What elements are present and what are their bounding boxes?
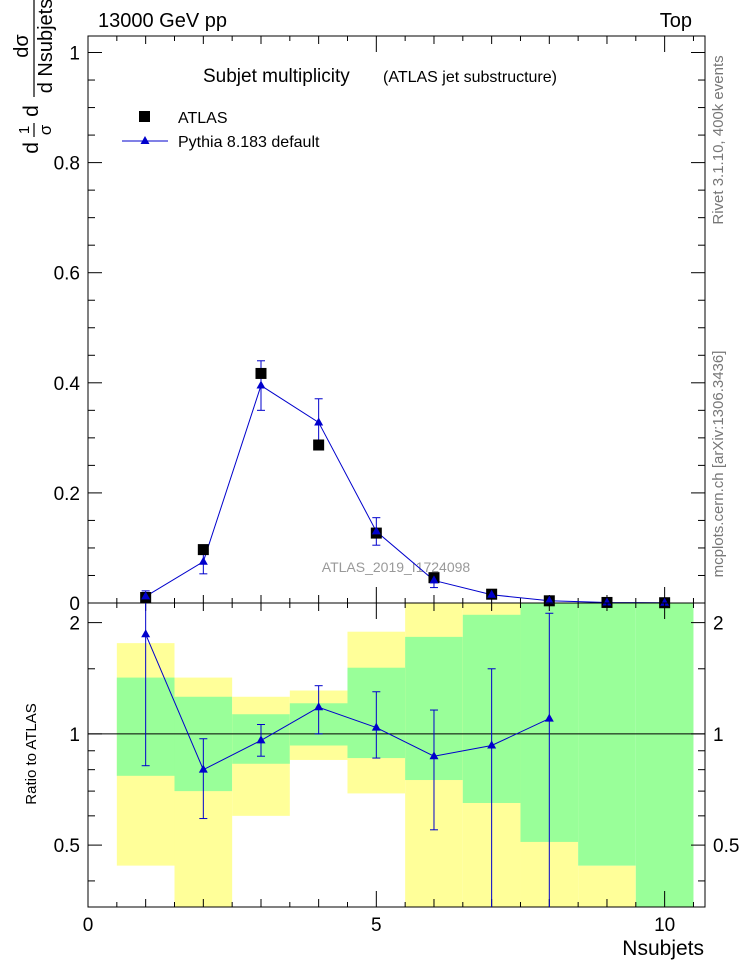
ylabel-frac1-den: σ: [36, 124, 55, 135]
main-ytick-label-4: 0.8: [54, 154, 80, 175]
ratio-point-2: [198, 764, 208, 773]
pythia-point-8: [544, 595, 554, 604]
ylabel-d1: d: [20, 142, 43, 154]
pythia-point-6: [429, 575, 439, 584]
main-ytick-label-3: 0.6: [54, 264, 80, 285]
ratio-point-5: [371, 722, 381, 731]
ratio-pythia-line: [145, 634, 550, 771]
ratio-point-7: [487, 740, 497, 749]
legend-pythia-label: Pythia 8.183 default: [178, 134, 320, 151]
ratio-point-8: [544, 713, 554, 722]
ratio-xtick-label-2: 10: [654, 915, 675, 936]
main-ytick-label-1: 0.2: [54, 484, 80, 505]
pythia-point-5: [371, 526, 381, 535]
atlas-point-4: [313, 439, 325, 451]
main-ytick-label-2: 0.4: [54, 374, 81, 395]
ratio-point-3: [256, 735, 266, 744]
rivet-label: Rivet 3.1.10, 400k events: [710, 55, 727, 224]
chart-title: Subjet multiplicity: [203, 66, 350, 87]
main-data: [140, 360, 671, 609]
pythia-point-7: [487, 589, 497, 598]
ratio-ytick-label-1: 1: [69, 725, 80, 746]
atlas-point-2: [197, 544, 209, 556]
ratio-xtick-label-0: 0: [83, 915, 94, 936]
ratio-ytick-label-right-2: 2: [713, 614, 724, 635]
x-axis-label: Nsubjets: [622, 937, 704, 960]
ratio-y-axis: 0.5 0.5 1 1 2 2: [54, 614, 739, 882]
ratio-ytick-label-right-0: 0.5: [713, 836, 739, 857]
ratio-panel-frame: [87, 602, 706, 908]
pythia-point-2: [198, 556, 208, 565]
analysis-watermark: ATLAS_2019_I1724098: [322, 559, 471, 575]
main-ytick-label-0: 0: [69, 594, 80, 615]
mcplots-label: mcplots.cern.ch [arXiv:1306.3436]: [710, 351, 727, 578]
ratio-xtick-label-1: 5: [371, 915, 382, 936]
ratio-point-4: [314, 702, 324, 711]
legend: ATLAS Pythia 8.183 default: [122, 110, 320, 151]
pythia-point-1: [141, 591, 151, 600]
header-process: Top: [660, 10, 692, 32]
atlas-point-3: [255, 367, 267, 379]
pythia-point-4: [314, 417, 324, 426]
pythia-point-10: [660, 597, 670, 606]
chart-subtitle: (ATLAS jet substructure): [383, 69, 557, 86]
ratio-y-axis-label: Ratio to ATLAS: [23, 703, 40, 804]
ylabel-frac1-num: 1: [16, 126, 33, 134]
ylabel-frac2-den: d Nsubjets: [35, 0, 57, 93]
main-ytick-label-5: 1: [69, 44, 80, 65]
ylabel-frac2-num: dσ: [11, 34, 33, 58]
ratio-point-6: [429, 751, 439, 760]
main-y-axis-label: d 1 σ d dσ d Nsubjets: [11, 0, 57, 154]
ylabel-d2: d: [20, 105, 43, 117]
legend-atlas-marker: [139, 111, 150, 122]
legend-pythia-marker: [140, 136, 150, 144]
main-y-axis: 0 0.2 0.4 0.6 0.8 1: [54, 44, 705, 615]
pythia-point-3: [256, 380, 266, 389]
legend-atlas-label: ATLAS: [178, 110, 228, 127]
ratio-ytick-label-0: 0.5: [54, 836, 80, 857]
header-energy: 13000 GeV pp: [98, 10, 227, 32]
band-green-10: [635, 603, 694, 907]
ratio-x-axis: 0 5 10: [83, 603, 694, 936]
pythia-line: [145, 384, 665, 604]
ratio-data: [141, 603, 554, 907]
ratio-ytick-label-right-1: 1: [713, 725, 724, 746]
ratio-ytick-label-2: 2: [69, 614, 80, 635]
ratio-point-1: [141, 629, 151, 638]
